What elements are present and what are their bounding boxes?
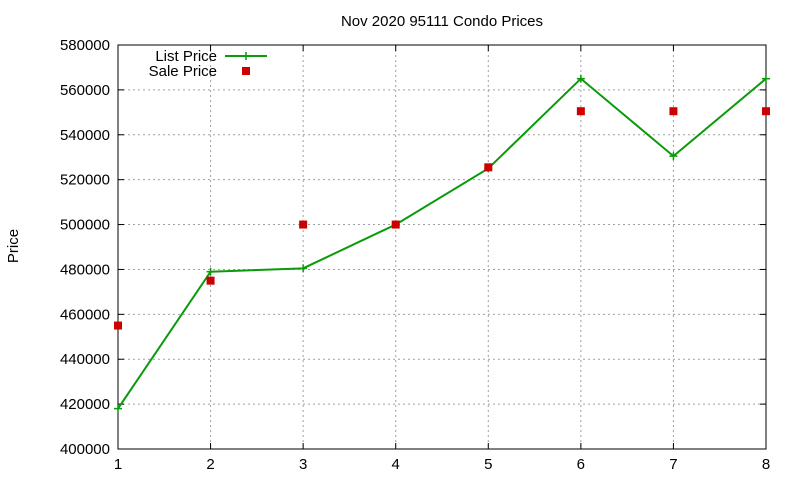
data-point-sale-price [206, 276, 215, 285]
data-point-sale-price [576, 107, 585, 116]
y-tick-label: 440000 [60, 351, 110, 368]
data-point-list-price [299, 264, 308, 273]
x-tick-label: 3 [299, 456, 307, 473]
x-tick-label: 6 [577, 456, 585, 473]
y-tick-label: 500000 [60, 217, 110, 234]
series-sale-price [114, 107, 770, 330]
legend-entry-list-price: List Price [155, 48, 267, 65]
y-tick-label: 520000 [60, 172, 110, 189]
y-tick-label: 400000 [60, 441, 110, 458]
y-axis-label: Price [5, 229, 22, 263]
y-tick-label: 560000 [60, 82, 110, 99]
grid-lines [118, 45, 766, 449]
x-tick-label: 2 [206, 456, 214, 473]
series-list-price [114, 74, 770, 413]
y-tick-label: 580000 [60, 37, 110, 54]
data-point-list-price [762, 74, 770, 83]
data-point-sale-price [669, 107, 678, 116]
legend-marker [242, 67, 250, 75]
data-point-list-price [669, 152, 678, 161]
legend-label: Sale Price [149, 63, 217, 80]
series-line-list-price [117, 77, 767, 410]
x-tick-label: 5 [484, 456, 492, 473]
x-tick-label: 8 [762, 456, 770, 473]
y-tick-label: 540000 [60, 127, 110, 144]
plot-border [117, 44, 767, 450]
data-point-sale-price [114, 321, 122, 330]
x-tick-label: 1 [114, 456, 122, 473]
data-point-list-price [576, 74, 585, 83]
legend-entry-sale-price: Sale Price [149, 63, 250, 80]
data-point-list-price [206, 267, 215, 276]
x-tick-label: 4 [392, 456, 400, 473]
data-point-sale-price [299, 220, 308, 229]
axes [117, 44, 767, 450]
y-tick-label: 480000 [60, 261, 110, 278]
data-point-sale-price [391, 220, 400, 229]
legend-marker [242, 52, 250, 60]
x-tick-label: 7 [669, 456, 677, 473]
tick-labels: 400000 420000 440000 460000 480000 500000 5200… [60, 37, 770, 473]
chart-title: Nov 2020 95111 Condo Prices [341, 13, 543, 30]
data-point-list-price [114, 404, 122, 413]
data-point-sale-price [762, 107, 770, 116]
legend-label: List Price [155, 48, 217, 65]
series [114, 74, 770, 413]
y-tick-label: 460000 [60, 306, 110, 323]
y-tick-label: 420000 [60, 396, 110, 413]
data-point-sale-price [484, 163, 493, 172]
